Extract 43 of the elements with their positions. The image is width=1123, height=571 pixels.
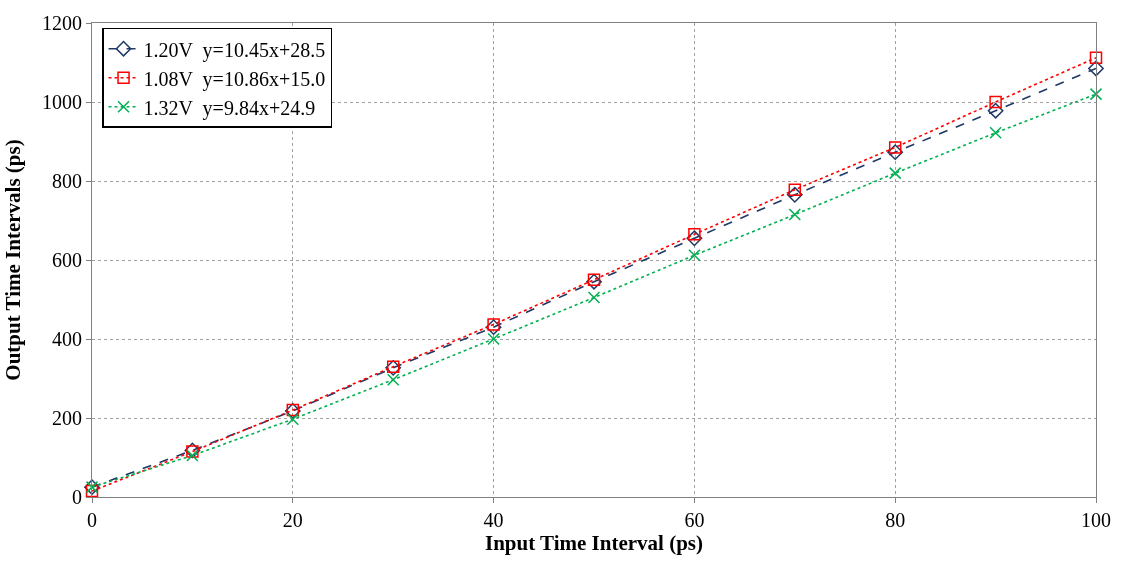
point xyxy=(786,186,803,203)
x-tick-label: 60 xyxy=(684,509,705,531)
point xyxy=(586,273,602,290)
y-tick-label: 200 xyxy=(52,407,82,429)
point xyxy=(788,208,802,221)
y-tick-label: 600 xyxy=(52,249,82,271)
point xyxy=(987,102,1004,119)
point xyxy=(688,228,701,241)
x-tick-label: 40 xyxy=(483,509,504,531)
point xyxy=(587,291,601,304)
point xyxy=(887,144,904,161)
point xyxy=(487,332,500,346)
point xyxy=(888,141,902,154)
x-axis-title: Input Time Interval (ps) xyxy=(484,531,704,555)
point xyxy=(286,412,300,426)
point xyxy=(989,95,1002,109)
point xyxy=(788,183,802,196)
point xyxy=(1088,60,1104,77)
x-tick-label: 0 xyxy=(87,509,97,531)
y-tick-label: 400 xyxy=(52,328,82,350)
legend-label: 1.08V y=10.86x+15.0 xyxy=(143,67,326,91)
point xyxy=(686,230,703,247)
y-tick-label: 1000 xyxy=(42,91,82,113)
point xyxy=(888,166,902,180)
point xyxy=(386,373,400,386)
y-axis-title: Output Time Intervals (ps) xyxy=(1,139,26,381)
point xyxy=(688,249,701,262)
point xyxy=(1089,87,1103,101)
point xyxy=(587,273,601,286)
point xyxy=(487,318,500,331)
point xyxy=(85,484,99,498)
x-tick-label: 20 xyxy=(282,509,303,531)
point xyxy=(485,319,502,336)
y-tick-label: 1200 xyxy=(42,12,82,34)
legend-label: 1.20V y=10.45x+28.5 xyxy=(143,38,326,62)
point xyxy=(186,449,199,462)
x-tick-label: 100 xyxy=(1081,509,1111,531)
x-tick-label: 80 xyxy=(885,509,906,531)
y-tick-label: 0 xyxy=(72,486,82,508)
legend-label: 1.32V y=9.84x+24.9 xyxy=(143,96,316,120)
point xyxy=(1089,51,1103,65)
point xyxy=(989,126,1002,140)
y-tick-label: 800 xyxy=(52,170,82,192)
